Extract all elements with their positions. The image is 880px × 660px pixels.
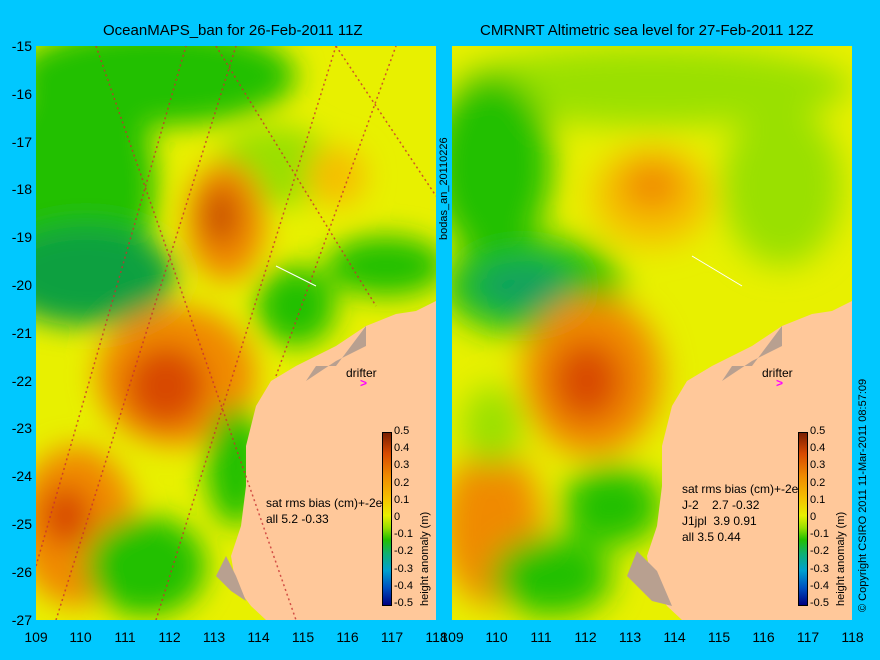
x-tick-label: 116 [752, 629, 775, 645]
x-tick-label: 114 [247, 629, 270, 645]
right-bias-row-j1jpl: J1jpl 3.9 0.91 [682, 514, 757, 528]
y-tick-label: -27 [11, 611, 32, 628]
left-colorbar [382, 432, 392, 606]
colorbar-tick-label: -0.5 [394, 597, 413, 609]
y-tick-label: -17 [11, 133, 32, 150]
right-colorbar-label: height anomaly (m) [835, 511, 847, 606]
left-drifter-label: drifter [346, 366, 377, 380]
x-tick-label: 117 [796, 629, 820, 645]
colorbar-tick-label: -0.2 [810, 545, 829, 558]
y-tick-label: -21 [11, 324, 32, 341]
left-bias-header: sat rms bias (cm)+-2e [266, 496, 383, 510]
right-bias-row-j2: J-2 2.7 -0.32 [682, 498, 760, 512]
colorbar-tick-label: -0.1 [394, 528, 413, 541]
colorbar-tick-label: -0.3 [394, 562, 413, 575]
x-tick-label: 118 [841, 629, 864, 645]
colorbar-tick-label: -0.5 [810, 597, 829, 609]
x-tick-label: 113 [618, 629, 642, 645]
left-colorbar-label: height anomaly (m) [419, 511, 431, 606]
y-tick-label: -23 [11, 420, 32, 437]
x-tick-label: 109 [24, 629, 48, 645]
colorbar-tick-label: 0.4 [394, 442, 410, 455]
y-tick-label: -16 [11, 85, 32, 102]
x-tick-label: 110 [69, 629, 92, 645]
x-tick-label: 110 [485, 629, 508, 645]
y-tick-label: -26 [11, 563, 32, 580]
x-tick-label: 109 [440, 629, 464, 645]
colorbar-tick-label: 0.5 [394, 425, 410, 437]
left-bias-row: all 5.2 -0.33 [266, 512, 329, 526]
x-tick-label: 118 [425, 629, 448, 645]
x-tick-label: 115 [291, 629, 315, 645]
y-tick-label: -18 [11, 181, 32, 198]
x-tick-label: 112 [574, 629, 597, 645]
right-map-svg [432, 46, 852, 620]
x-tick-label: 111 [530, 629, 552, 645]
right-drifter-label: drifter [762, 366, 793, 380]
colorbar-tick-label: 0.3 [394, 459, 410, 472]
left-map-title: OceanMAPS_ban for 26-Feb-2011 11Z [103, 22, 363, 39]
right-bias-header: sat rms bias (cm)+-2e [682, 482, 799, 496]
colorbar-tick-label: -0.4 [394, 579, 413, 592]
colorbar-tick-label: -0.1 [810, 528, 829, 541]
colorbar-tick-label: 0.3 [810, 459, 826, 472]
x-tick-label: 114 [663, 629, 686, 645]
x-tick-label: 113 [202, 629, 226, 645]
y-tick-label: -24 [11, 468, 32, 485]
right-bias-row-all: all 3.5 0.44 [682, 530, 741, 544]
colorbar-tick-label: 0.1 [394, 493, 410, 506]
x-tick-label: 115 [707, 629, 731, 645]
y-tick-label: -20 [11, 277, 32, 293]
y-tick-label: -15 [11, 38, 32, 54]
copyright-label: © Copyright CSIRO 2011 11-Mar-2011 08:57… [857, 378, 869, 612]
left-map-panel: drifter > sat rms bias (cm)+-2e all 5.2 … [0, 26, 446, 621]
colorbar-tick-label: 0 [394, 511, 401, 523]
x-tick-label: 111 [114, 629, 136, 645]
colorbar-tick-label: 0.5 [810, 425, 826, 437]
y-tick-label: -22 [11, 372, 32, 389]
y-tick-label: -19 [11, 229, 32, 246]
colorbar-tick-label: 0.4 [810, 442, 826, 455]
right-colorbar [798, 432, 808, 606]
x-tick-label: 112 [158, 629, 181, 645]
colorbar-tick-label: -0.2 [394, 545, 413, 558]
x-tick-label: 116 [336, 629, 359, 645]
right-map-title: CMRNRT Altimetric sea level for 27-Feb-2… [480, 22, 814, 39]
colorbar-tick-label: -0.3 [810, 562, 829, 575]
middle-side-label: bodas_an_20110226 [438, 137, 450, 240]
right-drifter-arrow-icon: > [776, 376, 784, 390]
colorbar-tick-label: 0.1 [810, 493, 826, 506]
colorbar-tick-label: 0 [810, 511, 817, 523]
left-drifter-arrow-icon: > [360, 376, 368, 390]
right-map-panel: drifter > sat rms bias (cm)+-2e J-2 2.7 … [432, 46, 852, 620]
colorbar-tick-label: -0.4 [810, 579, 829, 592]
colorbar-tick-label: 0.2 [810, 476, 826, 489]
y-tick-label: -25 [11, 516, 32, 532]
colorbar-tick-label: 0.2 [394, 476, 410, 489]
x-tick-label: 117 [380, 629, 404, 645]
left-map-svg [0, 26, 446, 621]
